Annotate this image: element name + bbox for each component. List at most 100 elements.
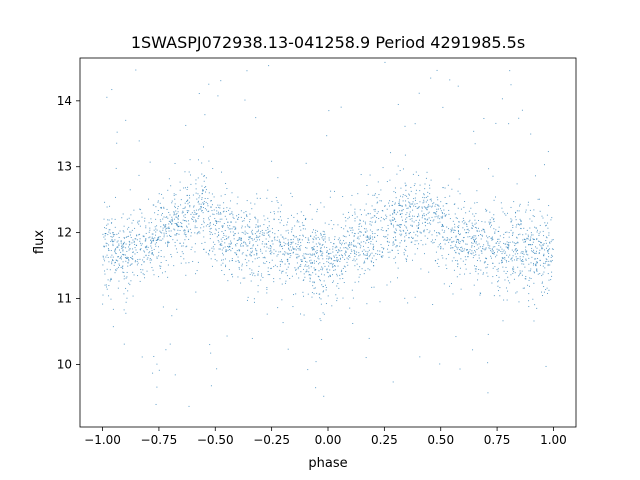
scatter-point [409,206,411,208]
scatter-point [369,174,371,176]
scatter-point [372,265,374,267]
scatter-point [471,227,473,229]
scatter-point [356,237,358,239]
scatter-point [339,261,341,262]
scatter-point [350,249,352,251]
scatter-point [387,224,389,226]
scatter-point [267,231,269,233]
scatter-point [157,214,159,216]
scatter-point [350,229,352,231]
scatter-point [321,338,323,340]
scatter-point [535,250,537,252]
scatter-point [182,210,184,212]
scatter-point [214,243,216,245]
scatter-point [397,249,399,251]
scatter-point [329,274,331,276]
scatter-point [160,239,162,241]
scatter-point [382,167,384,169]
scatter-point [274,236,276,238]
scatter-point [323,239,325,241]
scatter-point [268,221,270,223]
scatter-point [147,246,149,248]
scatter-point [324,222,326,224]
scatter-point [412,215,413,217]
scatter-point [174,374,176,376]
scatter-point [313,236,315,238]
scatter-point [125,312,127,314]
scatter-point [509,241,511,243]
scatter-point [122,268,124,270]
scatter-point [544,263,546,265]
scatter-point [347,218,349,220]
scatter-point [297,266,299,268]
scatter-point [387,241,389,243]
scatter-point [337,249,339,251]
scatter-point [332,281,334,283]
scatter-point [178,215,180,217]
scatter-point [203,220,205,222]
scatter-point [477,279,479,281]
scatter-point [171,222,173,224]
scatter-point [288,263,290,265]
scatter-point [134,227,136,229]
scatter-point [453,231,455,233]
scatter-point [486,266,488,268]
scatter-point [382,210,384,212]
scatter-point [454,229,456,231]
scatter-point [405,218,407,220]
scatter-point [533,209,535,211]
scatter-point [204,198,206,199]
scatter-point [231,274,233,276]
scatter-point [432,220,434,222]
scatter-point [208,254,210,256]
scatter-point [410,186,412,188]
scatter-point [483,248,485,250]
scatter-point [342,297,344,299]
scatter-point [343,228,345,230]
scatter-point [388,244,390,246]
scatter-point [463,250,465,252]
scatter-point [405,189,407,191]
scatter-point [261,234,263,236]
scatter-point [517,253,519,255]
scatter-point [328,237,330,239]
scatter-point [349,243,351,245]
scatter-point [263,232,265,234]
scatter-point [431,206,433,208]
scatter-point [411,224,413,226]
scatter-point [159,239,161,241]
scatter-point [334,236,336,238]
scatter-point [102,294,104,296]
scatter-point [149,229,151,231]
scatter-point [430,200,432,202]
scatter-point [123,242,125,244]
scatter-point [259,225,261,227]
scatter-point [360,231,362,233]
scatter-point [399,233,401,235]
scatter-point [493,220,495,222]
scatter-point [201,192,203,194]
scatter-point [472,242,474,244]
scatter-point [480,269,482,271]
scatter-point [508,123,510,125]
scatter-point [246,262,248,264]
scatter-point [545,224,547,226]
scatter-point [367,246,369,248]
scatter-point [454,226,456,228]
scatter-point [434,212,436,214]
scatter-point [400,235,402,237]
scatter-point [368,249,370,251]
scatter-point [498,262,500,264]
scatter-point [367,237,369,239]
scatter-point [458,253,460,255]
scatter-point [249,253,251,255]
scatter-point [281,270,283,272]
scatter-point [531,250,533,252]
scatter-point [111,261,113,263]
scatter-point [149,236,151,238]
scatter-point [230,242,232,244]
scatter-point [128,226,130,228]
scatter-point [390,220,392,222]
scatter-point [102,256,104,258]
scatter-point [408,194,410,196]
